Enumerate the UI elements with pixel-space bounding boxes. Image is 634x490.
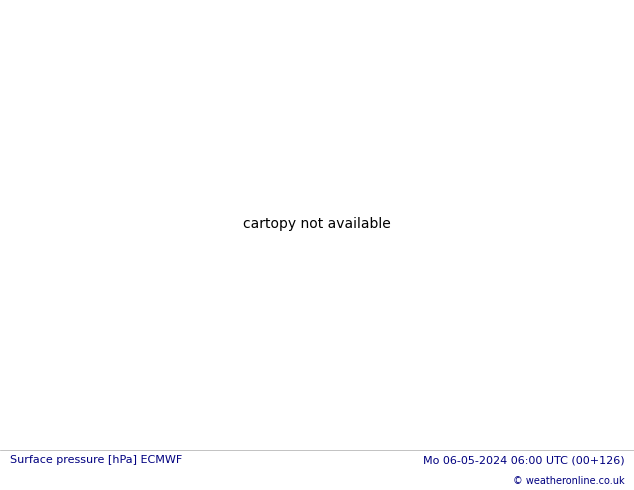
Text: cartopy not available: cartopy not available [243, 217, 391, 231]
Text: Mo 06-05-2024 06:00 UTC (00+126): Mo 06-05-2024 06:00 UTC (00+126) [423, 455, 624, 465]
Text: Surface pressure [hPa] ECMWF: Surface pressure [hPa] ECMWF [10, 455, 182, 465]
Text: © weatheronline.co.uk: © weatheronline.co.uk [513, 476, 624, 486]
